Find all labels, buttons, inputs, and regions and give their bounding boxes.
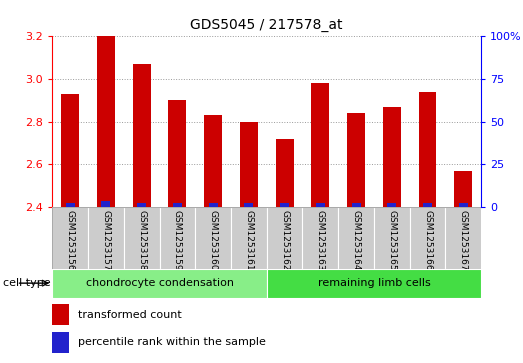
Bar [267,207,302,269]
Bar [52,332,70,353]
Text: GSM1253160: GSM1253160 [209,210,218,271]
Text: GSM1253166: GSM1253166 [423,210,432,271]
Bar [276,139,293,207]
Text: chondrocyte condensation: chondrocyte condensation [86,278,233,288]
Text: GSM1253164: GSM1253164 [351,210,360,270]
Bar [311,83,329,207]
Bar [61,94,79,207]
Bar [231,207,267,269]
Bar [88,207,124,269]
Bar [137,203,146,207]
Text: GSM1253157: GSM1253157 [101,210,110,271]
Bar [267,269,481,298]
Bar [52,269,267,298]
Bar [446,207,481,269]
Bar [410,207,446,269]
Title: GDS5045 / 217578_at: GDS5045 / 217578_at [190,19,343,33]
Text: GSM1253158: GSM1253158 [137,210,146,271]
Bar [204,115,222,207]
Text: GSM1253162: GSM1253162 [280,210,289,270]
Bar [454,171,472,207]
Bar [423,204,432,207]
Bar [168,100,186,207]
Bar [52,304,70,325]
Text: cell type: cell type [3,278,50,288]
Bar [418,92,437,207]
Text: GSM1253165: GSM1253165 [388,210,396,271]
Bar [240,122,258,207]
Text: GSM1253161: GSM1253161 [244,210,253,271]
Bar [347,113,365,207]
Bar [209,204,218,207]
Text: GSM1253156: GSM1253156 [66,210,75,271]
Text: remaining limb cells: remaining limb cells [317,278,430,288]
Bar [383,107,401,207]
Bar [388,204,396,207]
Bar [133,64,151,207]
Bar [52,207,88,269]
Bar [101,201,110,207]
Bar [124,207,160,269]
Bar [338,207,374,269]
Bar [302,207,338,269]
Bar [97,36,115,207]
Bar [173,204,182,207]
Text: GSM1253167: GSM1253167 [459,210,468,271]
Text: GSM1253163: GSM1253163 [316,210,325,271]
Bar [195,207,231,269]
Text: transformed count: transformed count [78,310,182,320]
Bar [351,204,360,207]
Bar [316,204,325,207]
Text: percentile rank within the sample: percentile rank within the sample [78,337,266,347]
Bar [160,207,195,269]
Text: GSM1253159: GSM1253159 [173,210,182,271]
Bar [280,204,289,207]
Bar [244,203,253,207]
Bar [66,204,75,207]
Bar [459,204,468,207]
Bar [374,207,410,269]
